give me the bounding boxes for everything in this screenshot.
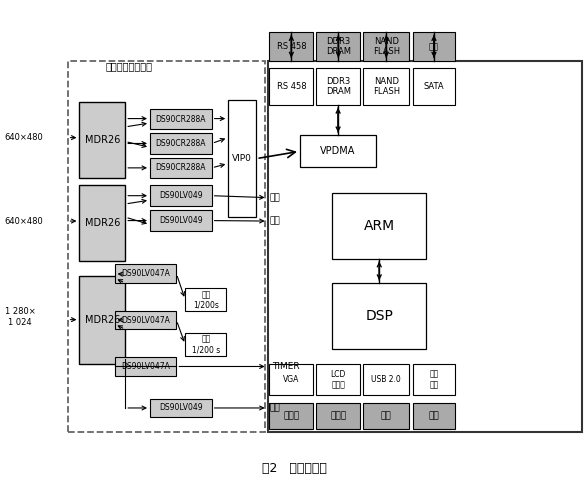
Bar <box>269 32 313 61</box>
Text: DS90CR288A: DS90CR288A <box>156 115 206 123</box>
Text: DS90CR288A: DS90CR288A <box>156 163 206 172</box>
Bar <box>228 100 256 217</box>
Bar <box>269 364 313 395</box>
Text: USB 2.0: USB 2.0 <box>372 375 401 384</box>
Bar <box>115 264 176 283</box>
Bar <box>150 399 212 417</box>
Bar <box>332 283 426 349</box>
Text: RS 458: RS 458 <box>276 82 306 91</box>
Bar <box>413 68 455 105</box>
Bar <box>68 61 265 432</box>
Bar <box>115 311 176 329</box>
Text: 串口: 串口 <box>269 404 280 412</box>
Bar <box>316 68 360 105</box>
Bar <box>150 210 212 231</box>
Text: 通信: 通信 <box>381 411 392 421</box>
Text: DS90LV047A: DS90LV047A <box>121 362 170 371</box>
Text: LCD
触摸屏: LCD 触摸屏 <box>330 370 346 389</box>
Bar <box>268 61 582 432</box>
Text: 通信: 通信 <box>429 411 439 421</box>
Bar <box>316 364 360 395</box>
Bar <box>413 32 455 61</box>
Bar <box>332 193 426 259</box>
Bar <box>300 135 376 167</box>
Text: NAND
FLASH: NAND FLASH <box>373 37 400 56</box>
Bar <box>150 133 212 154</box>
Text: 1 280×
1 024: 1 280× 1 024 <box>5 307 35 327</box>
Text: 图像采集接口模块: 图像采集接口模块 <box>106 61 153 71</box>
Text: MDR26: MDR26 <box>85 218 120 228</box>
Text: DS90LV049: DS90LV049 <box>159 191 203 200</box>
Text: 硬盘: 硬盘 <box>429 42 439 51</box>
Text: RS 458: RS 458 <box>276 42 306 51</box>
Text: VGA: VGA <box>283 375 299 384</box>
Text: VIP0: VIP0 <box>232 154 252 163</box>
Text: ARM: ARM <box>364 219 395 233</box>
Bar <box>185 288 226 311</box>
Text: 640×480: 640×480 <box>5 217 44 225</box>
Text: DS90LV047A: DS90LV047A <box>121 316 170 325</box>
Bar <box>115 357 176 376</box>
Bar <box>150 158 212 178</box>
Text: DS90LV047A: DS90LV047A <box>121 269 170 278</box>
Text: 千兆
网口: 千兆 网口 <box>429 370 439 389</box>
Text: MDR26: MDR26 <box>85 315 120 325</box>
Text: DSP: DSP <box>365 309 393 323</box>
Text: 图2   硬件原理图: 图2 硬件原理图 <box>262 462 326 475</box>
Bar <box>79 102 125 178</box>
Text: SATA: SATA <box>423 82 445 91</box>
Text: 串口: 串口 <box>269 217 280 225</box>
Text: NAND
FLASH: NAND FLASH <box>373 77 400 96</box>
Text: 串口: 串口 <box>269 193 280 202</box>
Text: 延时
1/200 s: 延时 1/200 s <box>192 335 220 354</box>
Bar <box>413 403 455 429</box>
Bar <box>363 403 409 429</box>
Text: VPDMA: VPDMA <box>320 146 356 156</box>
Bar <box>316 32 360 61</box>
Text: 640×480: 640×480 <box>5 133 44 142</box>
Text: DDR3
DRAM: DDR3 DRAM <box>326 77 351 96</box>
Bar <box>269 403 313 429</box>
Text: MDR26: MDR26 <box>85 135 120 145</box>
Text: DS90LV049: DS90LV049 <box>159 216 203 225</box>
Text: 显示器: 显示器 <box>283 411 299 421</box>
Bar <box>363 68 409 105</box>
Bar <box>185 333 226 356</box>
Text: DS90LV049: DS90LV049 <box>159 404 203 412</box>
Text: 延时
1/200s: 延时 1/200s <box>193 290 219 309</box>
Bar <box>363 364 409 395</box>
Text: 显示器: 显示器 <box>330 411 346 421</box>
Bar <box>79 276 125 364</box>
Bar <box>79 185 125 261</box>
Text: DS90CR288A: DS90CR288A <box>156 139 206 148</box>
Text: TIMER: TIMER <box>272 362 299 371</box>
Bar <box>150 185 212 206</box>
Bar <box>269 68 313 105</box>
Bar <box>316 403 360 429</box>
Bar <box>363 32 409 61</box>
Bar <box>413 364 455 395</box>
Text: DDR3
DRAM: DDR3 DRAM <box>326 37 351 56</box>
Bar <box>150 109 212 129</box>
